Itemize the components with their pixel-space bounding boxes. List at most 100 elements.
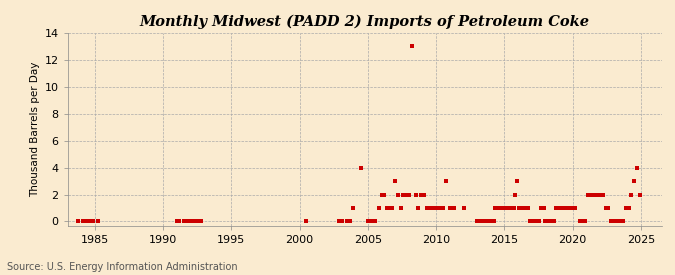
Point: [528, 219, 539, 224]
Point: [510, 192, 521, 197]
Point: [390, 179, 401, 183]
Point: [517, 206, 528, 210]
Point: [171, 219, 182, 224]
Point: [356, 166, 367, 170]
Point: [334, 219, 345, 224]
Point: [431, 206, 441, 210]
Point: [495, 206, 506, 210]
Point: [488, 219, 499, 224]
Point: [398, 192, 409, 197]
Point: [189, 219, 200, 224]
Point: [437, 206, 448, 210]
Point: [449, 206, 460, 210]
Point: [418, 192, 429, 197]
Point: [410, 192, 421, 197]
Point: [512, 179, 522, 183]
Point: [629, 179, 640, 183]
Point: [178, 219, 189, 224]
Point: [562, 206, 572, 210]
Point: [369, 219, 380, 224]
Point: [433, 206, 444, 210]
Point: [559, 206, 570, 210]
Point: [492, 206, 503, 210]
Point: [543, 219, 554, 224]
Point: [548, 219, 559, 224]
Point: [348, 206, 358, 210]
Point: [406, 44, 417, 49]
Point: [396, 206, 406, 210]
Point: [476, 219, 487, 224]
Point: [367, 219, 377, 224]
Point: [381, 206, 392, 210]
Point: [345, 219, 356, 224]
Point: [583, 192, 593, 197]
Point: [72, 219, 83, 224]
Point: [551, 206, 562, 210]
Point: [387, 206, 398, 210]
Point: [522, 206, 533, 210]
Point: [401, 192, 412, 197]
Point: [554, 206, 564, 210]
Point: [611, 219, 622, 224]
Point: [424, 206, 435, 210]
Point: [504, 206, 515, 210]
Y-axis label: Thousand Barrels per Day: Thousand Barrels per Day: [30, 62, 40, 197]
Point: [77, 219, 88, 224]
Point: [564, 206, 575, 210]
Point: [192, 219, 202, 224]
Point: [373, 206, 384, 210]
Point: [539, 206, 549, 210]
Point: [593, 192, 604, 197]
Point: [520, 206, 531, 210]
Point: [429, 206, 440, 210]
Point: [479, 219, 489, 224]
Point: [458, 206, 469, 210]
Point: [634, 192, 645, 197]
Point: [600, 206, 611, 210]
Point: [591, 192, 601, 197]
Point: [444, 206, 455, 210]
Point: [603, 206, 614, 210]
Point: [384, 206, 395, 210]
Point: [81, 219, 92, 224]
Point: [301, 219, 312, 224]
Point: [440, 179, 451, 183]
Point: [379, 192, 389, 197]
Point: [196, 219, 207, 224]
Text: Source: U.S. Energy Information Administration: Source: U.S. Energy Information Administ…: [7, 262, 238, 272]
Point: [489, 206, 500, 210]
Point: [362, 219, 373, 224]
Point: [585, 192, 596, 197]
Point: [623, 206, 634, 210]
Point: [497, 206, 508, 210]
Point: [614, 219, 624, 224]
Point: [540, 219, 551, 224]
Point: [88, 219, 99, 224]
Point: [483, 219, 493, 224]
Point: [574, 219, 585, 224]
Point: [514, 206, 525, 210]
Point: [595, 192, 605, 197]
Point: [393, 192, 404, 197]
Point: [506, 206, 516, 210]
Point: [485, 219, 496, 224]
Point: [416, 192, 427, 197]
Point: [588, 192, 599, 197]
Point: [626, 192, 637, 197]
Point: [84, 219, 95, 224]
Point: [376, 192, 387, 197]
Point: [533, 219, 544, 224]
Point: [92, 219, 103, 224]
Point: [509, 206, 520, 210]
Point: [472, 219, 483, 224]
Point: [545, 219, 556, 224]
Point: [620, 206, 631, 210]
Title: Monthly Midwest (PADD 2) Imports of Petroleum Coke: Monthly Midwest (PADD 2) Imports of Petr…: [140, 15, 589, 29]
Point: [615, 219, 626, 224]
Point: [605, 219, 616, 224]
Point: [580, 219, 591, 224]
Point: [570, 206, 581, 210]
Point: [608, 219, 619, 224]
Point: [413, 206, 424, 210]
Point: [632, 166, 643, 170]
